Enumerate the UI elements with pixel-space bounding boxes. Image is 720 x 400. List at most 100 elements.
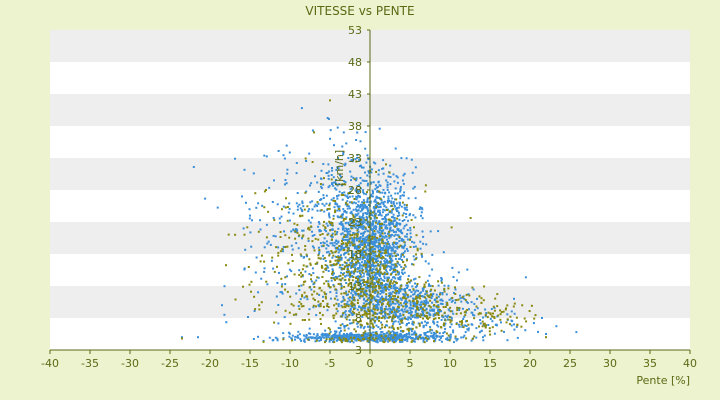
data-point bbox=[384, 258, 387, 260]
data-point bbox=[317, 254, 320, 257]
data-point bbox=[363, 337, 366, 340]
data-point bbox=[335, 307, 338, 310]
data-point bbox=[457, 307, 460, 309]
data-point bbox=[360, 251, 363, 254]
data-point bbox=[387, 301, 390, 304]
y-tick-label: 38 bbox=[348, 120, 362, 133]
data-point bbox=[376, 339, 379, 342]
data-point bbox=[351, 234, 354, 236]
data-point bbox=[361, 243, 364, 246]
data-point bbox=[360, 218, 363, 221]
data-point bbox=[376, 295, 379, 298]
data-point bbox=[340, 300, 343, 303]
data-point bbox=[358, 240, 361, 243]
data-point bbox=[530, 304, 533, 307]
data-point bbox=[364, 266, 367, 269]
data-point bbox=[407, 327, 410, 330]
data-point bbox=[393, 241, 395, 244]
data-point bbox=[391, 325, 394, 327]
data-point bbox=[305, 333, 308, 336]
data-point bbox=[437, 304, 440, 307]
data-point bbox=[365, 338, 367, 341]
data-point bbox=[419, 316, 422, 318]
data-point bbox=[397, 257, 400, 260]
data-point bbox=[350, 227, 353, 230]
data-point bbox=[384, 286, 387, 289]
data-point bbox=[350, 179, 352, 182]
data-point bbox=[360, 241, 363, 244]
data-point bbox=[375, 278, 378, 281]
data-point bbox=[364, 204, 367, 207]
data-point bbox=[302, 234, 305, 237]
data-point bbox=[291, 339, 294, 342]
data-point bbox=[384, 297, 387, 300]
data-point bbox=[323, 177, 325, 180]
data-point bbox=[429, 306, 432, 309]
data-point bbox=[374, 236, 377, 239]
data-point bbox=[449, 337, 452, 340]
data-point bbox=[372, 232, 375, 235]
data-point bbox=[416, 316, 418, 319]
data-point bbox=[398, 211, 400, 214]
data-point bbox=[380, 201, 383, 204]
data-point bbox=[378, 287, 381, 290]
data-point bbox=[354, 233, 356, 236]
data-point bbox=[377, 303, 380, 306]
data-point bbox=[386, 254, 389, 257]
data-point bbox=[268, 186, 271, 189]
data-point bbox=[384, 324, 387, 327]
data-point bbox=[318, 252, 320, 255]
x-tick-label: 0 bbox=[367, 357, 374, 370]
data-point bbox=[389, 265, 392, 268]
data-point bbox=[472, 288, 475, 291]
data-point bbox=[380, 331, 383, 334]
data-point bbox=[390, 229, 393, 232]
data-point bbox=[340, 221, 343, 223]
data-point bbox=[284, 246, 287, 248]
data-point bbox=[374, 316, 377, 318]
data-point bbox=[378, 298, 381, 301]
data-point bbox=[348, 313, 351, 316]
data-point bbox=[371, 270, 374, 273]
data-point bbox=[338, 259, 341, 262]
data-point bbox=[370, 238, 372, 240]
data-point bbox=[377, 283, 379, 285]
data-point bbox=[379, 184, 382, 187]
data-point bbox=[385, 332, 388, 335]
data-point bbox=[365, 193, 368, 196]
data-point bbox=[425, 290, 428, 293]
data-point bbox=[370, 195, 373, 198]
data-point bbox=[378, 279, 381, 282]
data-point bbox=[362, 331, 365, 334]
data-point bbox=[341, 323, 344, 326]
data-point bbox=[321, 314, 324, 317]
data-point bbox=[392, 173, 395, 176]
data-point bbox=[351, 274, 354, 277]
data-point bbox=[467, 327, 470, 330]
data-point bbox=[337, 327, 340, 329]
data-point bbox=[355, 339, 358, 342]
data-point bbox=[303, 208, 306, 211]
data-point bbox=[449, 310, 452, 313]
data-point bbox=[343, 285, 346, 288]
data-point bbox=[405, 247, 408, 250]
data-point bbox=[450, 323, 453, 326]
data-point bbox=[370, 258, 373, 261]
x-tick-label: 5 bbox=[407, 357, 414, 370]
data-point bbox=[418, 314, 421, 317]
data-point bbox=[364, 312, 367, 315]
data-point bbox=[356, 257, 359, 260]
data-point bbox=[367, 269, 370, 272]
data-point bbox=[506, 318, 509, 321]
data-point bbox=[356, 224, 359, 227]
data-point bbox=[391, 290, 394, 293]
data-point bbox=[418, 276, 421, 279]
data-point bbox=[371, 318, 374, 321]
data-point bbox=[286, 290, 289, 293]
data-point bbox=[442, 251, 445, 254]
data-point bbox=[381, 218, 384, 221]
data-point bbox=[359, 275, 362, 278]
data-point bbox=[351, 237, 354, 240]
data-point bbox=[345, 334, 348, 337]
data-point bbox=[308, 152, 311, 155]
